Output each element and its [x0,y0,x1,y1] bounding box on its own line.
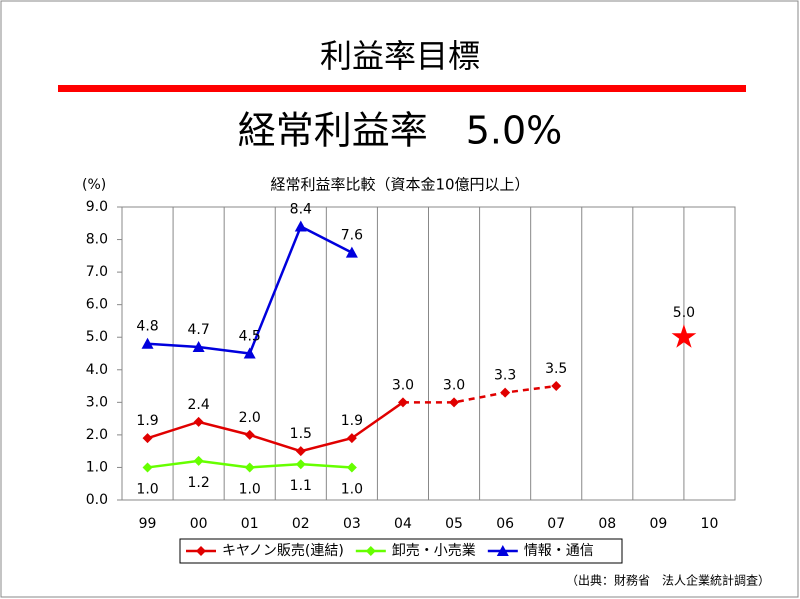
title-rule [58,85,746,92]
legend-box [179,538,623,564]
point [294,220,307,232]
y-tick-label: 9.0 [86,199,108,215]
x-tick-label: 01 [241,516,259,532]
y-tick-label: 6.0 [86,297,108,313]
point [142,433,153,444]
x-tick-label: 09 [649,516,667,532]
legend-label: キヤノン販売(連結) [222,543,344,559]
data-label: 3.0 [443,377,465,393]
y-tick-label: 1.0 [86,459,108,475]
point [295,446,306,457]
y-tick-label: 7.0 [86,264,108,280]
x-tick-label: 07 [547,516,565,532]
legend-marker [496,545,509,556]
chart-title: 経常利益率比較（資本金10億円以上） [270,176,529,194]
data-label: 4.8 [136,319,158,335]
data-label: 1.0 [341,481,363,497]
data-label: 2.4 [187,397,209,413]
headline: 経常利益率 5.0% [238,109,563,153]
series-line [147,401,404,453]
legend-label: 卸売・小売業 [392,543,476,559]
point [295,459,306,470]
data-label: 1.0 [239,481,261,497]
data-label: 7.6 [341,228,363,244]
x-tick-label: 08 [598,516,616,532]
data-label: 3.3 [494,368,516,384]
point [346,433,357,444]
point [346,462,357,473]
data-label: 2.0 [239,410,261,426]
data-label: 3.5 [545,361,567,377]
point [192,340,205,352]
point [345,246,358,258]
data-label: 4.5 [239,329,261,345]
point [141,337,154,349]
x-tick-label: 00 [190,516,208,532]
point [449,397,460,408]
point [244,462,255,473]
data-label: 3.0 [392,377,414,393]
data-label: 1.1 [290,478,312,494]
y-tick-label: 4.0 [86,362,108,378]
y-tick-label: 8.0 [86,232,108,248]
point [551,381,562,392]
point [193,416,204,427]
y-tick-label: 3.0 [86,394,108,410]
x-tick-label: 10 [701,516,719,532]
x-tick-label: 06 [496,516,514,532]
page-title: 利益率目標 [320,37,480,75]
data-label: 1.2 [187,475,209,491]
legend-marker [365,546,376,556]
point [244,429,255,440]
series-line [402,384,557,404]
legend-label: 情報・通信 [524,543,594,559]
point [243,347,256,359]
x-tick-label: 99 [139,516,157,532]
data-label: 1.5 [290,426,312,442]
data-label: 1.0 [136,481,158,497]
data-label: 1.9 [136,413,158,429]
data-label: 1.9 [341,413,363,429]
x-tick-label: 04 [394,516,412,532]
target-star [671,324,697,348]
point [397,397,408,408]
x-tick-label: 05 [445,516,463,532]
data-label: 8.4 [290,202,312,218]
x-tick-label: 02 [292,516,310,532]
target-label: 5.0 [673,305,695,321]
x-tick-label: 03 [343,516,361,532]
point [500,387,511,398]
point [142,462,153,473]
y-unit: (%) [82,177,106,193]
source-note: （出典：財務省 法人企業統計調査） [566,573,770,588]
data-label: 4.7 [187,322,209,338]
point [193,455,204,466]
y-tick-label: 0.0 [86,492,108,508]
y-tick-label: 2.0 [86,427,108,443]
y-tick-label: 5.0 [86,329,108,345]
legend-marker [196,546,206,556]
